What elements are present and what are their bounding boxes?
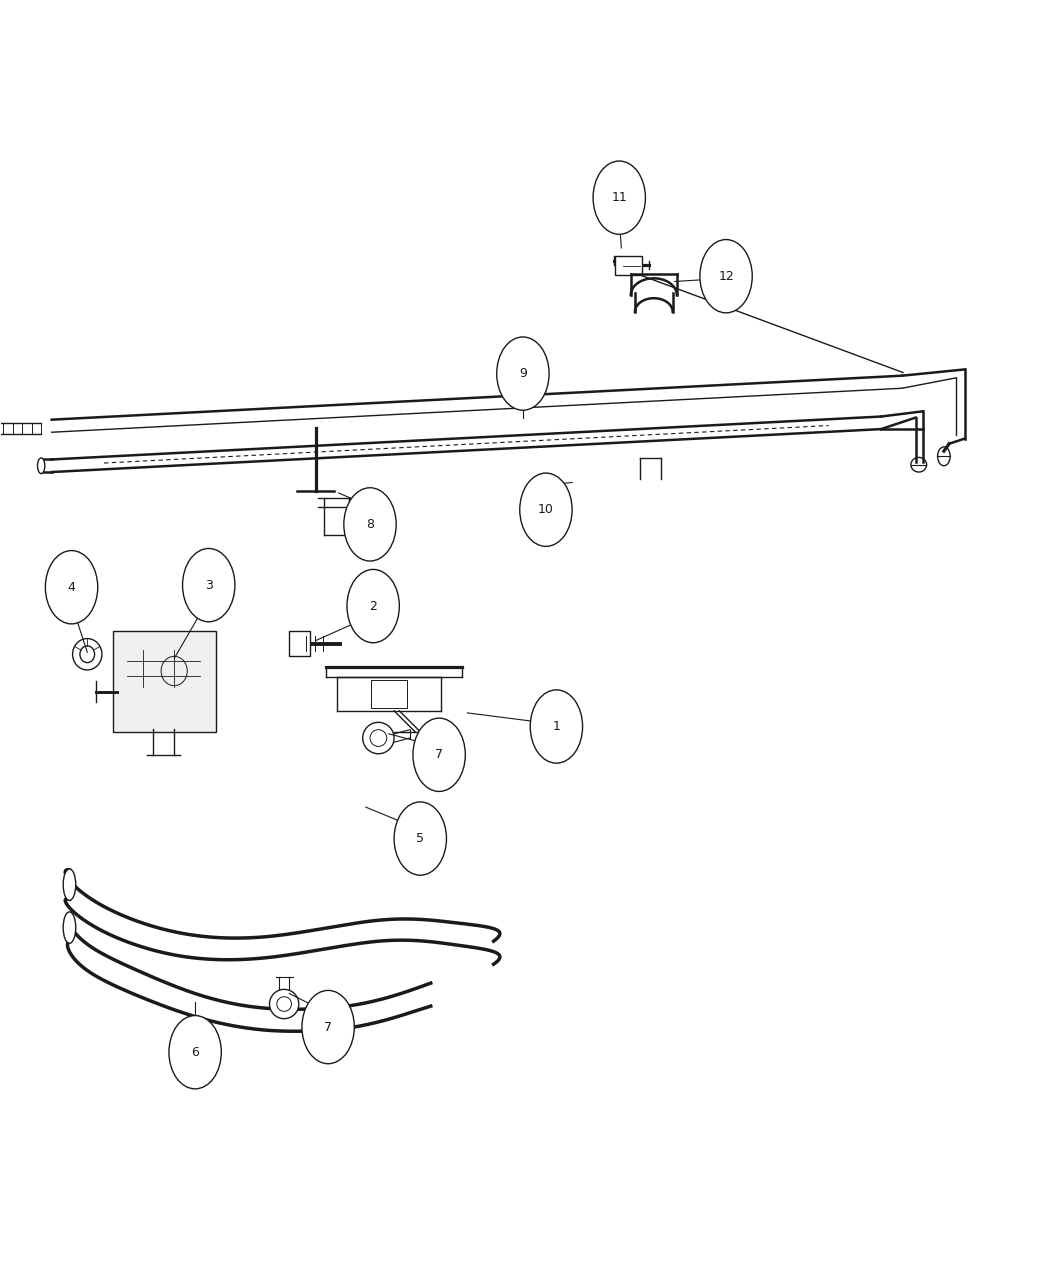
FancyBboxPatch shape xyxy=(371,681,406,708)
Ellipse shape xyxy=(520,473,572,547)
Text: 6: 6 xyxy=(191,1046,200,1058)
Text: 2: 2 xyxy=(370,599,377,612)
Ellipse shape xyxy=(169,1016,222,1089)
Ellipse shape xyxy=(183,548,235,622)
Ellipse shape xyxy=(270,989,299,1019)
Ellipse shape xyxy=(343,488,396,561)
FancyBboxPatch shape xyxy=(290,631,311,657)
Text: 3: 3 xyxy=(205,579,213,592)
Ellipse shape xyxy=(593,161,646,235)
Ellipse shape xyxy=(700,240,752,312)
Text: 9: 9 xyxy=(519,367,527,380)
Ellipse shape xyxy=(38,458,45,473)
Text: 7: 7 xyxy=(324,1020,332,1034)
FancyBboxPatch shape xyxy=(615,256,643,275)
Ellipse shape xyxy=(80,646,94,663)
Ellipse shape xyxy=(63,870,76,900)
Text: 4: 4 xyxy=(67,580,76,594)
Ellipse shape xyxy=(370,729,386,746)
Text: 7: 7 xyxy=(435,748,443,761)
Ellipse shape xyxy=(302,991,354,1063)
Ellipse shape xyxy=(362,723,394,754)
Ellipse shape xyxy=(346,570,399,643)
Ellipse shape xyxy=(530,690,583,764)
Text: 10: 10 xyxy=(538,504,554,516)
Ellipse shape xyxy=(45,551,98,623)
FancyBboxPatch shape xyxy=(113,631,216,732)
Ellipse shape xyxy=(394,802,446,875)
Text: 12: 12 xyxy=(718,270,734,283)
Text: 11: 11 xyxy=(611,191,627,204)
Text: 1: 1 xyxy=(552,720,561,733)
Text: 8: 8 xyxy=(366,518,374,530)
Ellipse shape xyxy=(497,337,549,411)
Ellipse shape xyxy=(72,639,102,669)
Ellipse shape xyxy=(277,997,292,1011)
Text: 5: 5 xyxy=(416,833,424,845)
Ellipse shape xyxy=(413,718,465,792)
Ellipse shape xyxy=(63,912,76,944)
